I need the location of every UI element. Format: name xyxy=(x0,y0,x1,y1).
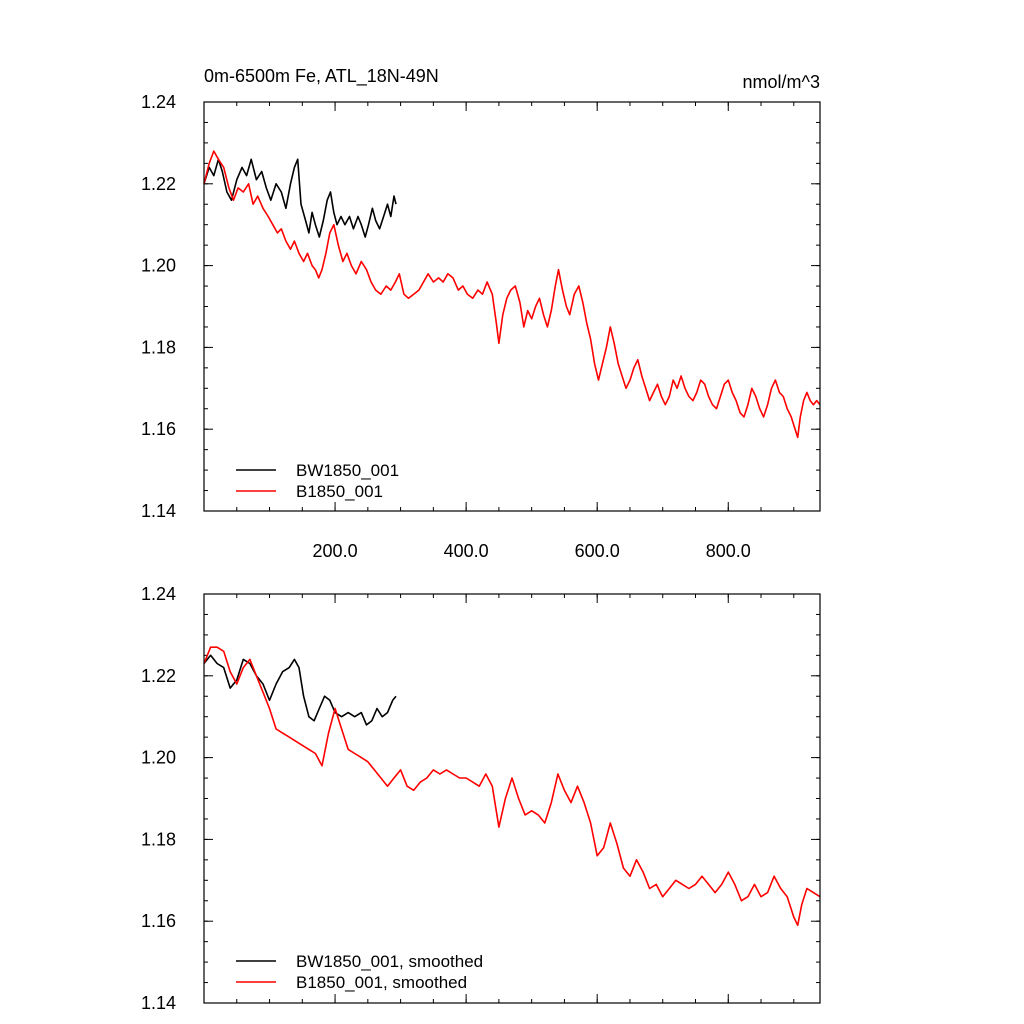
plot-frame xyxy=(203,593,821,1004)
plot-frame xyxy=(203,101,821,512)
xtick-label: 800.0 xyxy=(706,541,751,561)
ytick-label: 1.16 xyxy=(141,911,176,931)
legend-label: BW1850_001 xyxy=(296,461,399,480)
ytick-label: 1.20 xyxy=(141,748,176,768)
ytick-label: 1.24 xyxy=(141,92,176,112)
units-label: nmol/m^3 xyxy=(743,72,820,92)
series-line-1 xyxy=(203,150,821,439)
ytick-label: 1.14 xyxy=(141,501,176,521)
series-line-1 xyxy=(203,646,821,927)
series-line-0 xyxy=(203,158,397,238)
xtick-label: 200.0 xyxy=(313,541,358,561)
ytick-label: 1.18 xyxy=(141,337,176,357)
ticks-top: 1.14 1.16 1.18 1.20 1.22 1.24 200.0 400.0 600.0 8… xyxy=(141,92,820,561)
bottom-panel: 1.14 1.16 1.18 1.20 1.22 1.24 BW1850_001, smo… xyxy=(141,584,821,1013)
ytick-label: 1.18 xyxy=(141,829,176,849)
xtick-label: 600.0 xyxy=(575,541,620,561)
ytick-label: 1.20 xyxy=(141,256,176,276)
xtick-label: 400.0 xyxy=(444,541,489,561)
legend-top: BW1850_001 B1850_001 xyxy=(236,461,399,501)
legend-label: B1850_001, smoothed xyxy=(296,973,467,992)
ytick-label: 1.16 xyxy=(141,419,176,439)
ytick-label: 1.22 xyxy=(141,174,176,194)
ticks-bottom: 1.14 1.16 1.18 1.20 1.22 1.24 xyxy=(141,584,820,1013)
series-bottom xyxy=(203,646,821,927)
legend-label: B1850_001 xyxy=(296,482,383,501)
legend-label: BW1850_001, smoothed xyxy=(296,952,483,971)
chart-title: 0m-6500m Fe, ATL_18N-49N xyxy=(204,66,439,87)
top-panel: 0m-6500m Fe, ATL_18N-49N nmol/m^3 1.141.… xyxy=(141,66,821,561)
ytick-label: 1.24 xyxy=(141,584,176,604)
series-line-0 xyxy=(203,654,397,726)
ytick-label: 1.14 xyxy=(141,993,176,1013)
ytick-label: 1.22 xyxy=(141,666,176,686)
series-top xyxy=(203,150,821,439)
legend-bottom: BW1850_001, smoothed B1850_001, smoothed xyxy=(236,952,483,992)
